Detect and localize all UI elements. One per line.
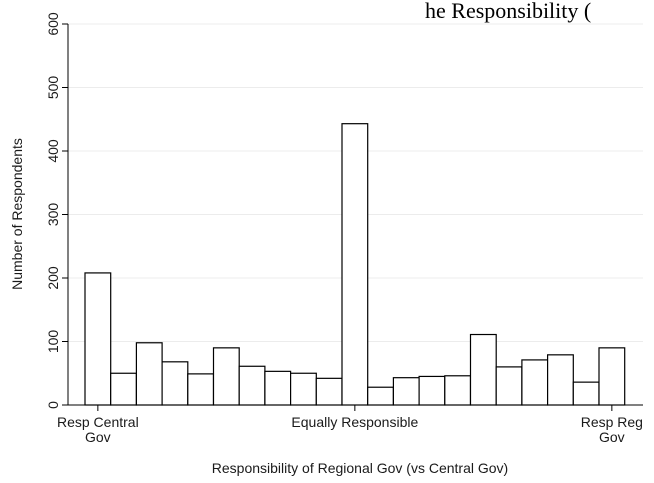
bars [84, 123, 626, 406]
histogram-bar [238, 365, 266, 406]
x-tick-label: Gov [85, 429, 111, 445]
histogram-bar [264, 370, 292, 406]
histogram-bar [187, 373, 215, 406]
histogram-bar [444, 375, 472, 406]
histogram-bar [495, 366, 523, 406]
x-tick-label: Resp Central [57, 414, 139, 430]
y-tick-label: 200 [45, 266, 61, 290]
y-axis-title: Number of Respondents [9, 138, 25, 290]
histogram-bar [110, 372, 137, 406]
histogram-bar [367, 386, 395, 406]
x-tick-label: Gov [599, 429, 625, 445]
histogram-bar [84, 272, 112, 406]
histogram-bar [418, 375, 446, 406]
histogram-bar [546, 354, 574, 406]
y-tick-label: 400 [45, 139, 61, 163]
histogram-bar [315, 377, 343, 406]
histogram-bar [161, 361, 189, 406]
histogram-bar [469, 333, 497, 406]
x-tick-label: Equally Responsible [291, 414, 418, 430]
y-tick-label: 500 [45, 76, 61, 100]
histogram-bar [521, 359, 549, 406]
histogram-bar [392, 377, 420, 406]
y-tick-label: 100 [45, 330, 61, 354]
x-tick-label: Resp Reg [581, 414, 643, 430]
histogram-bar [290, 372, 317, 406]
y-tick-label: 0 [45, 401, 61, 409]
x-axis-title: Responsibility of Regional Gov (vs Centr… [212, 460, 508, 476]
y-tick-label: 300 [45, 203, 61, 227]
y-tick-label: 600 [45, 12, 61, 36]
chart-title: he Responsibility ( [425, 0, 591, 23]
histogram-bar [341, 123, 369, 406]
histogram-bar [598, 347, 626, 406]
histogram-bar [572, 381, 600, 406]
y-axis: 0 100 200 300 400 500 600 [45, 12, 69, 409]
histogram-bar [135, 342, 163, 406]
histogram-bar [212, 347, 240, 406]
